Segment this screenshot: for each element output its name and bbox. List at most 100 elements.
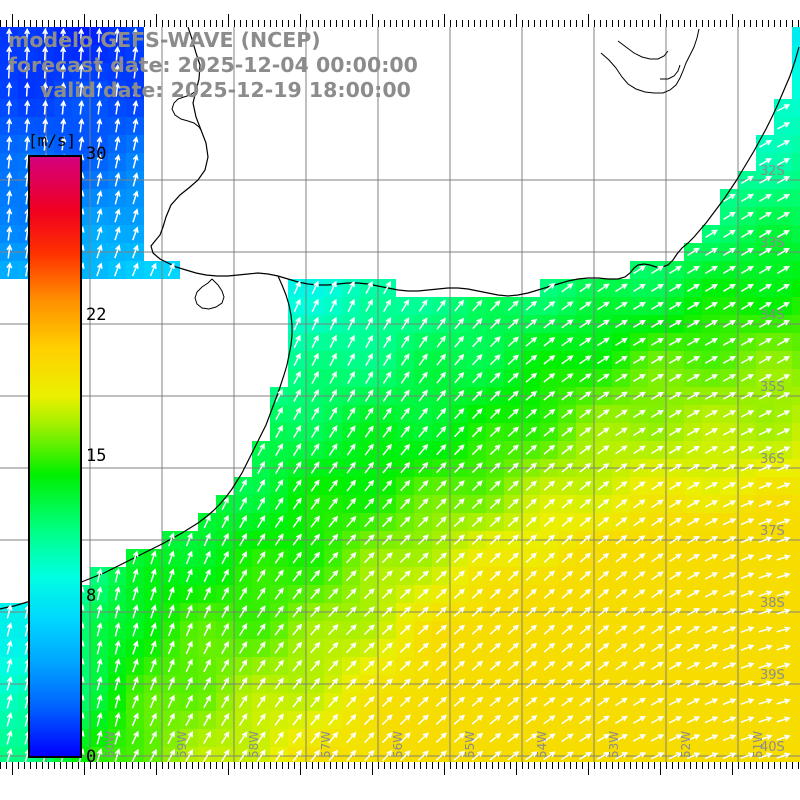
tick-mark [96, 762, 97, 769]
tick-mark [222, 20, 223, 27]
tick-mark [606, 20, 607, 27]
tick-mark [24, 762, 25, 769]
tick-mark [0, 762, 1, 769]
tick-mark [144, 20, 145, 27]
tick-mark [192, 20, 193, 27]
axis-ticks-bottom [0, 762, 800, 775]
tick-mark [606, 762, 607, 769]
tick-mark [390, 20, 391, 27]
tick-mark [552, 762, 553, 769]
tick-mark [168, 762, 169, 769]
tick-mark [726, 762, 727, 769]
tick-mark [720, 20, 721, 27]
lon-label-54W: 54W [535, 730, 549, 758]
tick-mark [264, 762, 265, 769]
tick-mark [324, 20, 325, 27]
tick-mark [540, 20, 541, 27]
tick-mark [282, 762, 283, 769]
tick-mark [576, 20, 577, 27]
tick-mark [336, 762, 337, 769]
tick-mark [552, 20, 553, 27]
tick-mark [300, 14, 301, 27]
tick-mark [432, 762, 433, 769]
tick-mark [228, 14, 229, 27]
tick-mark [618, 20, 619, 27]
tick-mark [528, 762, 529, 769]
tick-mark [546, 762, 547, 769]
tick-mark [486, 762, 487, 769]
tick-mark [30, 20, 31, 27]
tick-mark [702, 20, 703, 27]
tick-mark [666, 762, 667, 769]
tick-mark [462, 20, 463, 27]
tick-mark [522, 20, 523, 27]
tick-mark [42, 762, 43, 769]
tick-mark [642, 762, 643, 769]
tick-mark [768, 762, 769, 769]
tick-mark [240, 20, 241, 27]
tick-mark [642, 20, 643, 27]
tick-mark [762, 20, 763, 27]
tick-mark [348, 762, 349, 769]
tick-mark [504, 762, 505, 769]
tick-mark [612, 20, 613, 27]
tick-mark [480, 762, 481, 769]
tick-mark [222, 762, 223, 769]
tick-mark [228, 762, 229, 775]
tick-mark [648, 762, 649, 769]
tick-mark [288, 20, 289, 27]
lon-label-57W: 57W [319, 730, 333, 758]
tick-mark [120, 20, 121, 27]
tick-mark [312, 762, 313, 769]
tick-mark [516, 762, 517, 775]
tick-mark [780, 762, 781, 769]
tick-mark [78, 20, 79, 27]
tick-mark [684, 20, 685, 27]
tick-mark [204, 762, 205, 769]
tick-mark [588, 14, 589, 27]
tick-mark [696, 20, 697, 27]
tick-mark [582, 762, 583, 769]
tick-mark [174, 762, 175, 769]
tick-mark [648, 20, 649, 27]
tick-mark [132, 762, 133, 769]
colorbar [28, 155, 82, 758]
tick-mark [252, 20, 253, 27]
tick-mark [36, 20, 37, 27]
lat-label-33S: 33S [760, 236, 785, 251]
tick-mark [276, 762, 277, 769]
tick-mark [792, 20, 793, 27]
tick-mark [384, 762, 385, 769]
tick-mark [372, 14, 373, 27]
tick-mark [414, 20, 415, 27]
tick-mark [402, 20, 403, 27]
tick-mark [138, 762, 139, 769]
tick-mark [474, 762, 475, 769]
tick-mark [174, 20, 175, 27]
tick-mark [42, 20, 43, 27]
tick-mark [150, 762, 151, 769]
tick-mark [198, 762, 199, 769]
tick-mark [282, 20, 283, 27]
tick-mark [486, 20, 487, 27]
tick-mark [78, 762, 79, 769]
map-plot-area[interactable]: 61W60W59W58W57W56W55W54W53W52W51W 32S33S… [0, 27, 800, 762]
tick-mark [492, 762, 493, 769]
tick-mark [498, 20, 499, 27]
tick-mark [414, 762, 415, 769]
tick-mark [510, 20, 511, 27]
tick-mark [450, 20, 451, 27]
tick-mark [234, 20, 235, 27]
tick-mark [276, 20, 277, 27]
tick-mark [252, 762, 253, 769]
tick-mark [774, 762, 775, 769]
tick-mark [426, 20, 427, 27]
tick-mark [420, 762, 421, 769]
tick-mark [306, 20, 307, 27]
colorbar-tick-22: 22 [86, 305, 107, 325]
tick-mark [330, 762, 331, 769]
lat-label-38S: 38S [760, 596, 785, 611]
tick-mark [144, 762, 145, 769]
tick-mark [168, 20, 169, 27]
